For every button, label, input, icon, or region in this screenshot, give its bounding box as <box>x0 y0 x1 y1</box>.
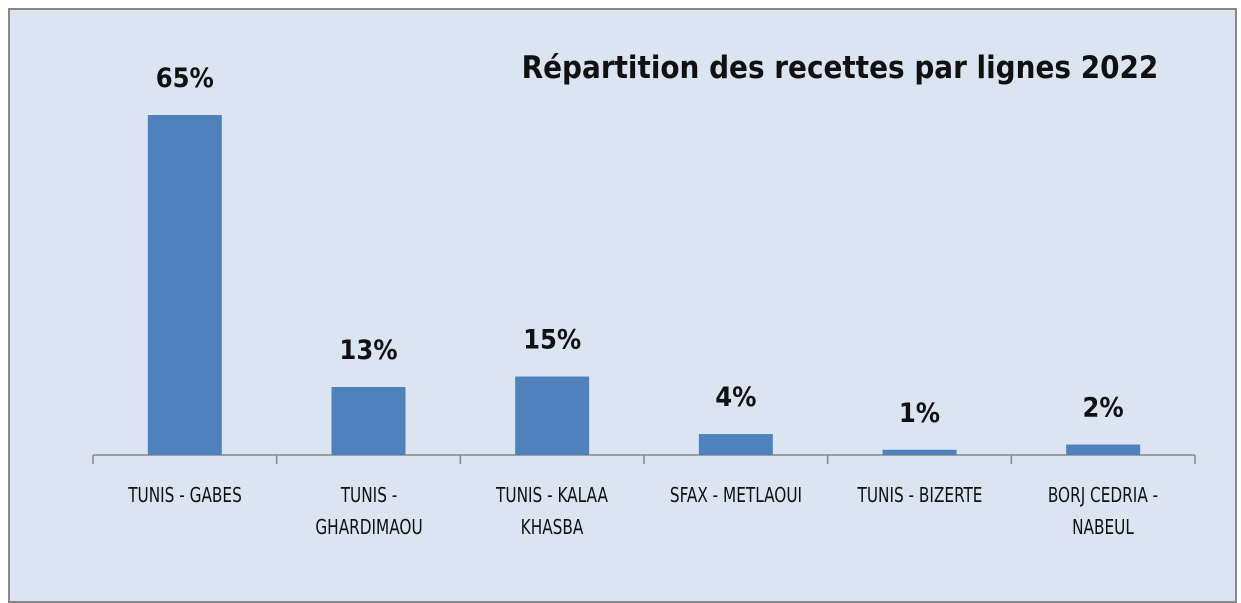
bar <box>147 115 222 455</box>
value-label: 4% <box>715 382 756 413</box>
x-tick-label: BORJ CEDRIA - NABEUL <box>1047 483 1159 539</box>
x-tick-label: TUNIS - KALAA KHASBA <box>496 483 609 539</box>
bar <box>515 376 590 455</box>
bar <box>331 387 406 455</box>
value-label: 13% <box>339 335 397 366</box>
value-label: 15% <box>523 325 581 356</box>
bar <box>1066 444 1141 455</box>
chart-title: Répartition des recettes par lignes 2022 <box>522 50 1159 86</box>
value-label: 2% <box>1083 393 1124 424</box>
x-tick-label: SFAX - METLAOUI <box>669 483 802 507</box>
value-label: 1% <box>899 398 940 429</box>
x-tick-label: TUNIS - GABES <box>128 483 242 507</box>
x-tick-label: TUNIS - GHARDIMAOU <box>314 483 423 539</box>
bar <box>698 434 773 455</box>
x-tick-label: TUNIS - BIZERTE <box>857 483 982 507</box>
value-label: 65% <box>156 63 214 94</box>
bar <box>882 449 957 455</box>
